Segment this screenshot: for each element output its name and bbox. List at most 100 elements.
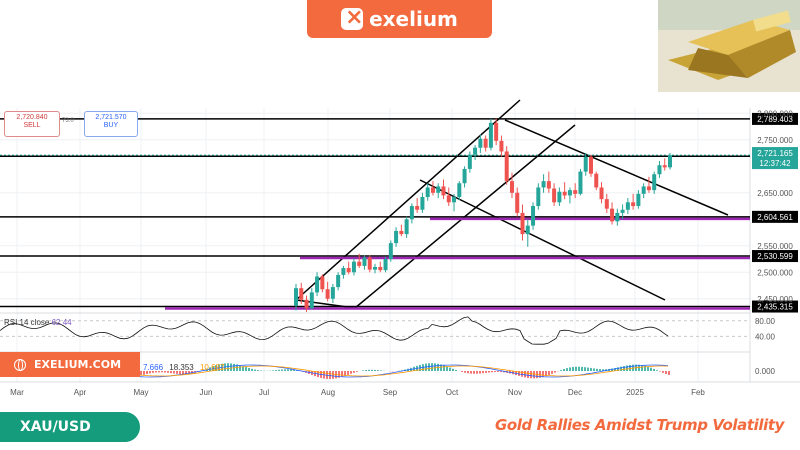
macd-bar <box>533 371 535 379</box>
candle <box>394 230 399 244</box>
current-price-bg <box>752 147 798 170</box>
chart-canvas: 2,789.4032,718.8882,604.5612,530.5992,43… <box>0 99 800 397</box>
macd-bar <box>665 371 667 374</box>
macd-bar <box>173 371 175 374</box>
macd-bar <box>560 370 562 371</box>
spread-value: 73.0 <box>62 118 74 124</box>
candle <box>430 187 435 193</box>
macd-bar <box>593 368 595 371</box>
macd-bar <box>650 367 652 371</box>
macd-bar <box>356 371 358 372</box>
level-label-bg <box>752 210 798 223</box>
candle <box>473 147 478 155</box>
candle <box>367 257 372 270</box>
macd-bar <box>545 371 547 377</box>
rsi-indicator-label[interactable]: RSI 14 close 62.44 <box>4 318 72 327</box>
macd-bar <box>551 371 553 374</box>
macd-bar <box>653 368 655 371</box>
x-tick-label: Mar <box>10 388 24 397</box>
candle <box>325 289 330 299</box>
macd-bar <box>284 369 286 371</box>
macd-bar <box>443 365 445 371</box>
candle <box>357 261 362 266</box>
macd-bar <box>566 368 568 371</box>
y-tick-label: 2,750.000 <box>757 136 793 145</box>
macd-bar <box>149 371 151 374</box>
candle <box>415 206 420 210</box>
x-tick-label: Feb <box>691 388 705 397</box>
macd-bar <box>365 370 367 371</box>
macd-bar <box>581 366 583 371</box>
macd-bar <box>347 371 349 375</box>
candle <box>662 165 667 168</box>
candle <box>499 140 504 152</box>
candle <box>330 287 335 299</box>
macd-bar <box>362 370 364 371</box>
candle <box>320 276 325 290</box>
macd-bar <box>644 365 646 371</box>
candle <box>604 199 609 209</box>
macd-bar <box>455 369 457 371</box>
candle <box>299 288 304 300</box>
rsi-value: 62.44 <box>51 318 72 327</box>
macd-bar <box>482 371 484 374</box>
candle <box>441 186 446 196</box>
candle <box>362 257 367 266</box>
candle <box>504 151 509 182</box>
sell-button[interactable]: 2,720.840 SELL <box>4 111 60 137</box>
candle <box>520 212 525 235</box>
macd-bar <box>647 366 649 371</box>
macd-bar <box>293 369 295 371</box>
macd-bar <box>281 369 283 371</box>
candle <box>304 299 309 309</box>
macd-bar <box>167 371 169 373</box>
macd-values: 7.666 18.353 10.687 <box>143 363 228 372</box>
macd-bar <box>170 371 172 374</box>
rsi-level-label: 40.00 <box>755 332 776 341</box>
trendline <box>419 179 666 301</box>
macd-bar <box>332 371 334 379</box>
trendline <box>504 119 729 216</box>
macd-bar <box>164 371 166 373</box>
buy-button[interactable]: 2,721.570 BUY <box>84 111 138 137</box>
macd-bar <box>338 371 340 378</box>
candle <box>546 181 551 189</box>
macd-bar <box>491 371 493 373</box>
macd-bar <box>554 371 556 373</box>
x-tick-label: Oct <box>446 388 459 397</box>
macd-bar <box>542 371 544 378</box>
macd-bar <box>248 367 250 371</box>
candle <box>631 202 636 207</box>
macd-bar <box>227 363 229 371</box>
macd-bar <box>467 371 469 374</box>
candle <box>452 197 457 203</box>
x-tick-label: May <box>133 388 148 397</box>
globe-icon <box>14 358 26 371</box>
macd-bar <box>191 371 193 374</box>
price-chart: 2,789.4032,718.8882,604.5612,530.5992,43… <box>0 99 800 397</box>
candle <box>599 187 604 200</box>
macd-bar <box>377 370 379 371</box>
macd-bar <box>380 370 382 371</box>
macd-bar <box>275 370 277 371</box>
gold-bars-photo <box>658 0 800 92</box>
current-price-label: 2,721.165 <box>757 149 793 158</box>
candle <box>652 174 657 191</box>
headline: Gold Rallies Amidst Trump Volatility <box>494 416 784 434</box>
macd-bar <box>179 371 181 375</box>
macd-bar <box>599 369 601 371</box>
candle <box>636 193 641 207</box>
macd-bar <box>257 370 259 371</box>
candle <box>573 190 578 194</box>
candle <box>641 186 646 194</box>
macd-bar <box>584 367 586 371</box>
macd-bar <box>521 371 523 377</box>
macd-bar <box>353 371 355 373</box>
candle <box>610 208 615 222</box>
candle <box>668 155 672 168</box>
macd-bar <box>575 366 577 371</box>
candle <box>294 288 298 306</box>
macd-bar <box>602 369 604 371</box>
macd-bar <box>188 371 190 375</box>
macd-bar <box>161 371 163 373</box>
